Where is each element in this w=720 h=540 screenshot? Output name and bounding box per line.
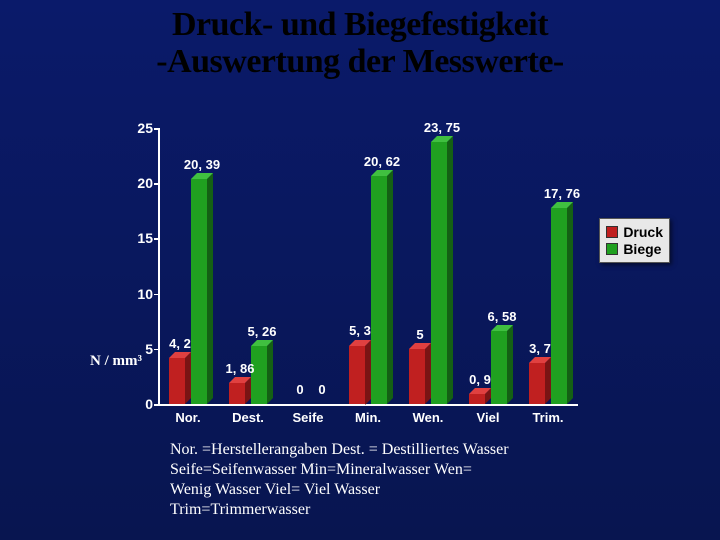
y-tick-mark (154, 238, 158, 240)
bar (229, 383, 245, 404)
value-label: 5, 26 (248, 324, 277, 339)
bar (529, 363, 545, 404)
x-tick-label: Dest. (218, 410, 278, 425)
x-tick-label: Wen. (398, 410, 458, 425)
y-tick-mark (154, 128, 158, 130)
bar (191, 179, 207, 404)
x-tick-label: Viel (458, 410, 518, 425)
title-line-1: Druck- und Biegefestigkeit (172, 6, 548, 43)
bar (551, 208, 567, 404)
legend-swatch-biege (606, 243, 618, 255)
x-tick-label: Min. (338, 410, 398, 425)
bar (469, 394, 485, 404)
title-line-2: -Auswertung der Messwerte- (156, 43, 563, 80)
legend: Druck Biege (599, 218, 670, 263)
y-tick-label: 10 (125, 286, 153, 302)
value-label: 5, 3 (349, 323, 371, 338)
x-tick-label: Trim. (518, 410, 578, 425)
y-tick-label: 25 (125, 120, 153, 136)
value-label: 1, 86 (226, 361, 255, 376)
y-tick-mark (154, 349, 158, 351)
legend-item-druck: Druck (606, 224, 663, 240)
value-label: 5 (416, 327, 423, 342)
y-tick-label: 5 (125, 341, 153, 357)
value-label: 23, 75 (424, 120, 460, 135)
value-label: 0 (318, 382, 325, 397)
value-label: 17, 76 (544, 186, 580, 201)
bar (371, 176, 387, 404)
value-label: 20, 62 (364, 154, 400, 169)
value-label: 0, 9 (469, 372, 491, 387)
bar (169, 358, 185, 404)
value-label: 4, 2 (169, 336, 191, 351)
bar (431, 142, 447, 404)
footnote: Nor. =Herstellerangaben Dest. = Destilli… (170, 440, 610, 520)
footnote-line: Nor. =Herstellerangaben Dest. = Destilli… (170, 440, 610, 460)
legend-label-druck: Druck (623, 224, 663, 240)
legend-item-biege: Biege (606, 241, 663, 257)
slide-root: Druck- und Biegefestigkeit -Auswertung d… (0, 0, 720, 540)
value-label: 3, 7 (529, 341, 551, 356)
y-tick-label: 15 (125, 230, 153, 246)
bar (491, 331, 507, 404)
footnote-line: Seife=Seifenwasser Min=Mineralwasser Wen… (170, 460, 610, 480)
value-label: 20, 39 (184, 157, 220, 172)
footnote-line: Wenig Wasser Viel= Viel Wasser (170, 480, 610, 500)
slide-title: Druck- und Biegefestigkeit -Auswertung d… (0, 0, 720, 81)
x-tick-label: Seife (278, 410, 338, 425)
chart: N / mm³ Druck Biege 0510152025Nor.4, 220… (90, 118, 665, 418)
bar (349, 346, 365, 405)
value-label: 0 (296, 382, 303, 397)
y-tick-mark (154, 294, 158, 296)
legend-swatch-druck (606, 226, 618, 238)
bar (409, 349, 425, 404)
legend-label-biege: Biege (623, 241, 661, 257)
y-tick-label: 0 (125, 396, 153, 412)
y-tick-mark (154, 404, 158, 406)
x-tick-label: Nor. (158, 410, 218, 425)
footnote-line: Trim=Trimmerwasser (170, 500, 610, 520)
y-tick-label: 20 (125, 175, 153, 191)
y-tick-mark (154, 183, 158, 185)
value-label: 6, 58 (488, 309, 517, 324)
